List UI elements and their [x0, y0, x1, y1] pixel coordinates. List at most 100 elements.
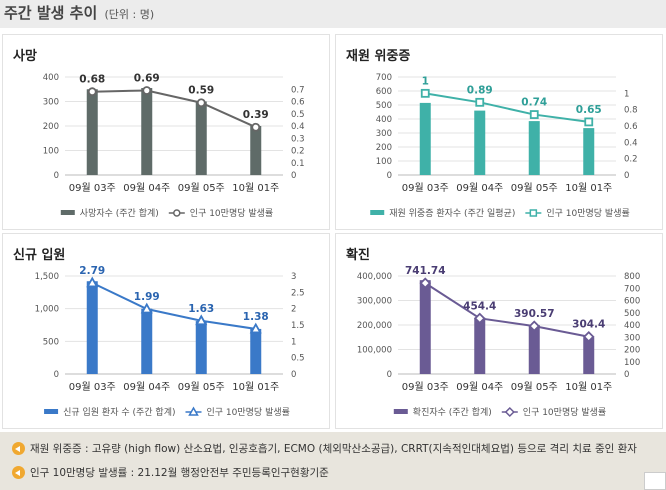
y-right-tick-label: 0.8 — [624, 106, 638, 116]
legend-line-marker — [188, 406, 199, 416]
y-right-tick-label: 2 — [291, 305, 296, 315]
bar — [141, 308, 153, 374]
data-label: 0.59 — [188, 85, 214, 97]
y-left-tick-label: 100,000 — [357, 346, 392, 356]
chart-title: 확진 — [346, 248, 370, 263]
y-left-tick-label: 300,000 — [357, 297, 392, 307]
bar — [528, 325, 540, 374]
y-right-tick-label: 700 — [624, 284, 640, 294]
bar — [528, 121, 540, 175]
y-right-tick-label: 0.3 — [291, 134, 305, 144]
y-right-tick-label: 0 — [624, 171, 629, 181]
x-tick-label: 09월 04주 — [123, 182, 170, 194]
note-text: 인구 10만명당 발생률 : 21.12월 행정안전부 주민등록인구현황기준 — [30, 467, 329, 479]
rate-point — [249, 322, 262, 334]
notes-box: 재원 위중증 : 고유량 (high flow) 산소요법, 인공호흡기, EC… — [0, 432, 666, 490]
data-label: 304.4 — [572, 319, 605, 331]
y-right-tick-label: 0.6 — [624, 122, 638, 132]
x-tick-label: 09월 05주 — [511, 182, 558, 194]
legend-bar-label: 사망자수 (주간 합계) — [80, 207, 159, 219]
rate-point — [584, 117, 594, 127]
rate-point — [582, 330, 595, 343]
rate-point — [140, 302, 153, 314]
rate-point — [529, 110, 539, 119]
rate-line — [424, 282, 589, 338]
chart-title: 신규 입원 — [13, 248, 66, 263]
bar — [86, 281, 98, 374]
legend-bar-swatch — [44, 409, 59, 414]
chart-title: 사망 — [13, 49, 37, 64]
rate-point — [475, 97, 485, 107]
x-tick-label: 09월 04주 — [123, 381, 170, 393]
x-tick-label: 10월 01주 — [565, 381, 612, 393]
y-left-tick-label: 1,500 — [35, 272, 59, 282]
legend: 재원 위중증 환자수 (주간 일평균) 인구 10만명당 발생률 — [370, 207, 630, 219]
y-left-tick-label: 100 — [43, 147, 59, 157]
y-right-tick-label: 0.7 — [291, 85, 305, 95]
bar — [583, 337, 595, 374]
y-left-tick-label: 500 — [376, 101, 392, 111]
chart-svg: 0 100 200 300 400 0 0.1 0.2 0.3 0.4 0.5 0.6 0.7 09월 0… — [43, 72, 305, 219]
bar — [195, 321, 207, 374]
legend-bar-label: 확진자수 (주간 합계) — [413, 406, 492, 418]
y-right-tick-label: 0.2 — [291, 147, 305, 157]
y-right-tick-label: 0.4 — [624, 138, 638, 148]
y-right-tick-label: 0.4 — [291, 122, 305, 132]
y-right-tick-label: 1 — [291, 337, 296, 347]
page-header: 주간 발생 추이 (단위 : 명) — [0, 0, 666, 28]
data-label: 454.4 — [463, 300, 496, 312]
x-tick-label: 10월 01주 — [232, 182, 279, 194]
x-tick-label: 09월 04주 — [456, 182, 503, 194]
y-left-tick-label: 400 — [43, 73, 59, 83]
legend-line-label: 인구 10만명당 발생률 — [523, 407, 606, 418]
y-right-tick-label: 0.1 — [291, 159, 305, 169]
chart-svg: 0 100 200 300 400 500 600 700 0 0.2 0.4 0.6 0.8 1 09월 … — [370, 73, 638, 219]
y-right-tick-label: 100 — [624, 358, 640, 368]
y-left-tick-label: 300 — [376, 129, 392, 139]
y-right-tick-label: 2.5 — [291, 288, 305, 298]
rate-line — [425, 92, 589, 123]
chart-panel-cases: 확진 0 100,000 200,000 300,000 400,000 0 100 200 3… — [335, 233, 663, 429]
y-left-tick-label: 400,000 — [357, 272, 392, 282]
rate-point — [420, 88, 430, 98]
y-left-tick-label: 700 — [376, 73, 392, 83]
y-left-tick-label: 0 — [387, 171, 392, 181]
note-item: 인구 10만명당 발생률 : 21.12월 행정안전부 주민등록인구현황기준 — [12, 465, 329, 480]
chart-title: 재원 위중증 — [346, 49, 411, 64]
legend: 신규 입원 환자 수 (주간 합계) 인구 10만명당 발생률 — [44, 406, 290, 418]
y-left-tick-label: 200 — [376, 143, 392, 153]
rate-point — [196, 98, 206, 108]
rate-point — [142, 86, 152, 95]
page-title: 주간 발생 추이 (단위 : 명) — [4, 4, 155, 22]
bar — [474, 317, 486, 374]
y-right-tick-label: 200 — [624, 346, 640, 356]
x-tick-label: 09월 03주 — [69, 182, 116, 194]
data-label: 1 — [422, 75, 429, 87]
x-tick-label: 09월 03주 — [402, 381, 449, 393]
data-label: 0.68 — [79, 74, 105, 86]
rate-point — [419, 277, 432, 289]
data-label: 741.74 — [405, 265, 446, 277]
legend-bar-swatch — [370, 210, 385, 215]
speaker-icon — [12, 442, 25, 455]
y-left-tick-label: 300 — [43, 98, 59, 108]
legend-bar-swatch — [60, 210, 75, 215]
chart-panel-admissions: 신규 입원 0 500 1,000 1,500 0 0.5 1 1.5 2 2.5 3 09월 03주… — [2, 233, 330, 429]
legend-line-marker — [173, 209, 181, 217]
y-left-tick-label: 100 — [376, 157, 392, 167]
legend-line-label: 인구 10만명당 발생률 — [190, 208, 273, 219]
chart-panel-deaths: 사망 0 100 200 300 400 0 0.1 0.2 0.3 0.4 0.5 0.6 0.7 09… — [2, 34, 330, 230]
rate-point — [251, 122, 261, 132]
rate-point — [86, 276, 99, 288]
y-left-tick-label: 200,000 — [357, 321, 392, 331]
scroll-corner[interactable] — [644, 472, 666, 490]
chart-svg: 0 500 1,000 1,500 0 0.5 1 1.5 2 2.5 3 09월 03주 09월 04… — [35, 265, 305, 418]
rate-point — [528, 320, 541, 332]
y-right-tick-label: 800 — [624, 272, 640, 282]
speaker-icon — [12, 466, 25, 479]
note-text: 재원 위중증 : 고유량 (high flow) 산소요법, 인공호흡기, EC… — [30, 443, 637, 455]
x-tick-label: 10월 01주 — [232, 381, 279, 393]
rate-point — [473, 312, 486, 325]
data-label: 0.39 — [243, 109, 269, 121]
legend-bar-swatch — [393, 409, 408, 414]
